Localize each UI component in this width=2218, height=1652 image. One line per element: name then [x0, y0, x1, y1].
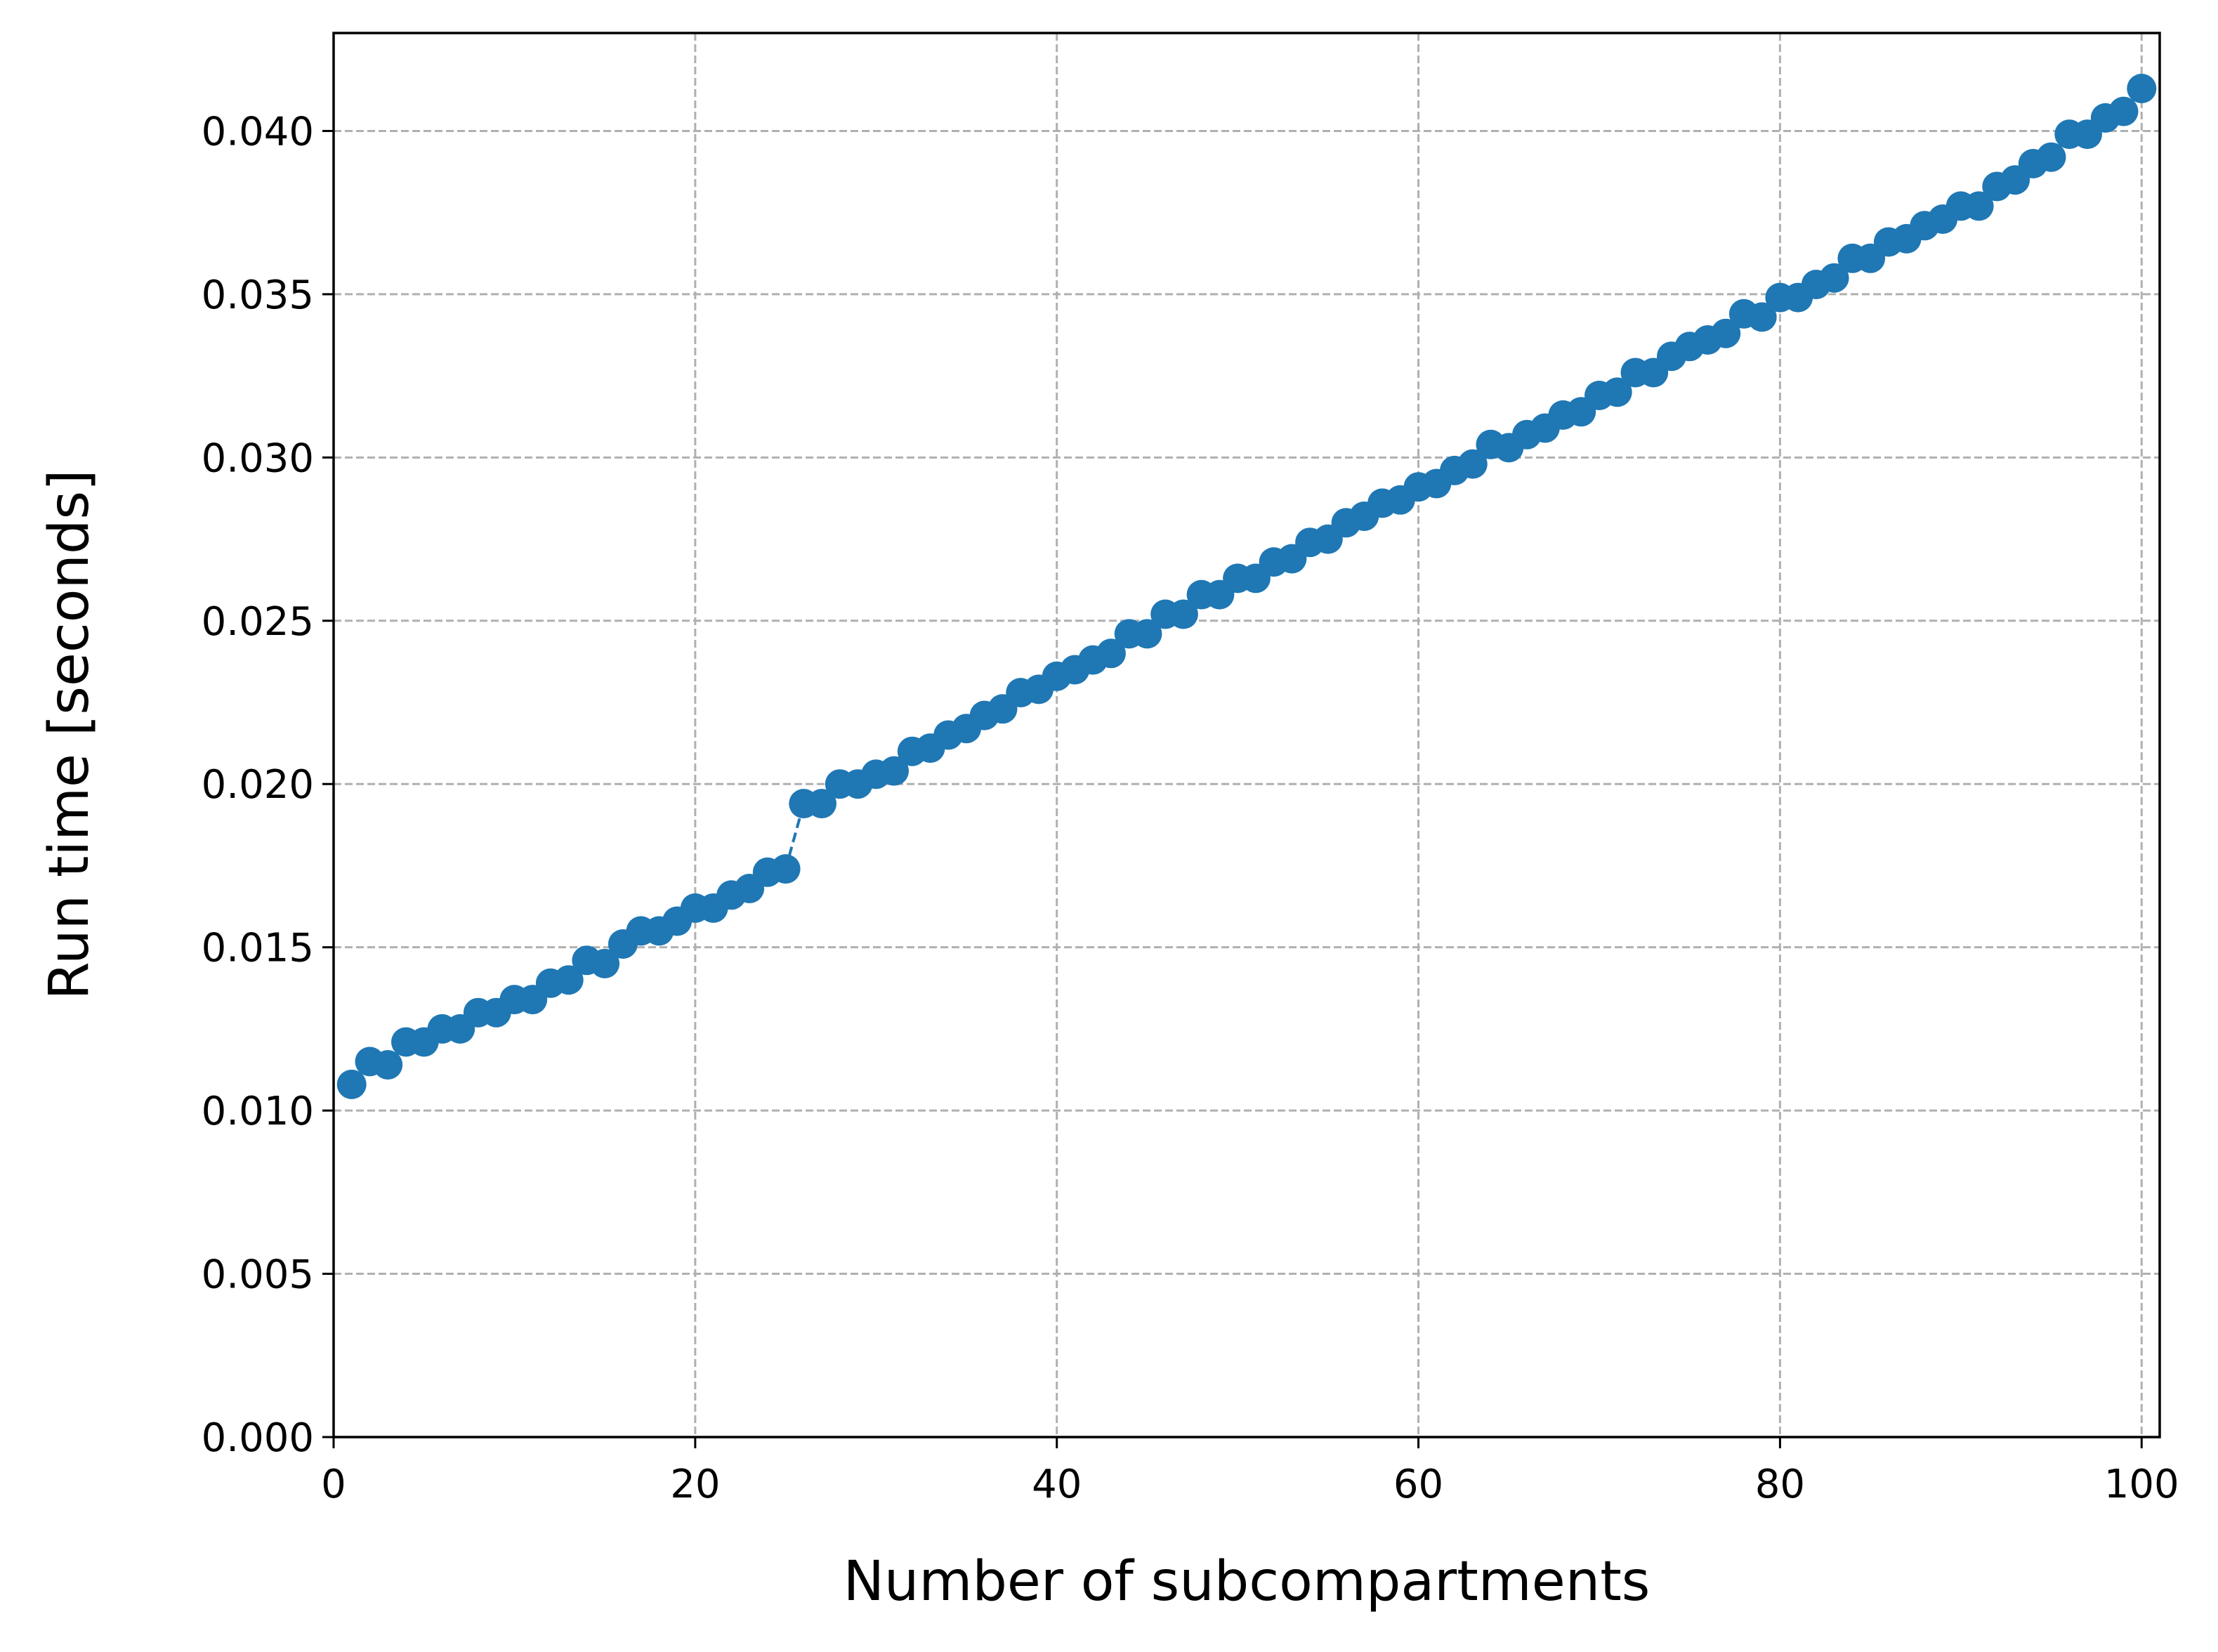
data-point: [336, 1069, 367, 1099]
data-point: [1711, 318, 1741, 348]
y-tick-label: 0.035: [202, 273, 314, 318]
data-point: [1168, 599, 1198, 629]
data-point: [1132, 619, 1162, 649]
x-tick-label: 40: [1032, 1462, 1082, 1507]
x-tick-label: 60: [1393, 1462, 1443, 1507]
data-point: [2036, 142, 2066, 172]
y-tick-label: 0.015: [202, 926, 314, 971]
plot-frame: [332, 32, 2161, 1438]
data-point: [1457, 449, 1488, 479]
data-point: [807, 789, 836, 819]
y-tick-label: 0.040: [202, 109, 314, 155]
data-point: [590, 948, 620, 978]
y-tick-label: 0.025: [202, 599, 314, 645]
data-point: [1096, 638, 1126, 669]
y-tick-label: 0.020: [202, 762, 314, 808]
data-layer: [336, 74, 2157, 1099]
data-point: [1819, 263, 1849, 293]
x-tick-label: 100: [2104, 1462, 2179, 1507]
x-tick-label: 20: [670, 1462, 720, 1507]
data-point: [879, 756, 909, 786]
y-tick-label: 0.010: [202, 1089, 314, 1134]
data-point: [2108, 96, 2139, 126]
y-tick-label: 0.030: [202, 435, 314, 481]
data-point: [1602, 377, 1632, 407]
x-tick-label: 0: [321, 1462, 346, 1507]
y-tick-label: 0.005: [202, 1252, 314, 1298]
y-axis-title: Run time [seconds]: [38, 469, 101, 999]
grid-layer: [334, 33, 2160, 1437]
x-tick-label: 80: [1755, 1462, 1805, 1507]
x-axis-title: Number of subcompartments: [844, 1550, 1651, 1613]
data-point: [1747, 302, 1777, 332]
data-point: [2127, 74, 2157, 103]
data-point: [553, 965, 584, 995]
tick-layer: 0 20 40 60 80 100 0.000 0.005 0.010 0.015 0.020 0.0…: [202, 109, 2179, 1507]
y-tick-label: 0.000: [202, 1415, 314, 1461]
data-point: [1964, 191, 1994, 221]
data-point: [770, 854, 801, 884]
data-point: [373, 1050, 403, 1080]
